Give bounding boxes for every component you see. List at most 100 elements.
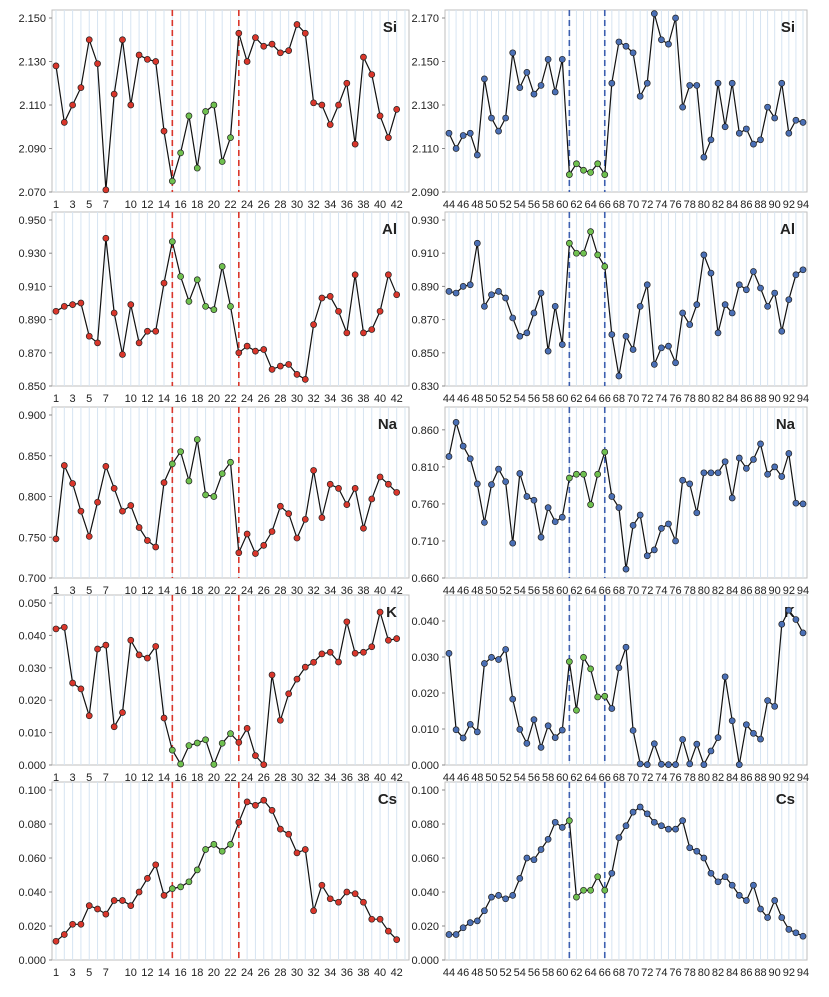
x-tick-label: 1 bbox=[53, 585, 59, 597]
data-point bbox=[160, 127, 168, 135]
x-tick-label: 74 bbox=[655, 393, 667, 405]
x-tick-label: 48 bbox=[471, 393, 483, 405]
x-tick-label: 34 bbox=[324, 585, 336, 597]
x-tick-label: 18 bbox=[191, 772, 203, 784]
x-tick-label: 16 bbox=[175, 199, 187, 211]
data-point bbox=[757, 735, 764, 743]
x-tick-label: 28 bbox=[274, 199, 286, 211]
x-tick-label: 18 bbox=[191, 967, 203, 979]
data-point bbox=[135, 651, 143, 659]
data-point bbox=[277, 825, 284, 833]
data-point bbox=[799, 266, 807, 274]
data-point bbox=[293, 21, 301, 28]
data-point bbox=[193, 866, 201, 874]
x-tick-label: 82 bbox=[712, 199, 724, 211]
data-point bbox=[452, 289, 460, 297]
data-point bbox=[700, 469, 708, 477]
x-tick-label: 14 bbox=[158, 967, 170, 979]
x-tick-label: 42 bbox=[391, 772, 403, 784]
data-point bbox=[185, 297, 193, 305]
x-tick-label: 80 bbox=[698, 585, 710, 597]
data-point bbox=[743, 897, 750, 904]
data-point bbox=[368, 326, 376, 333]
data-point bbox=[52, 937, 60, 945]
data-point bbox=[622, 643, 630, 651]
data-point bbox=[343, 888, 351, 896]
x-tick-label: 46 bbox=[457, 772, 469, 784]
x-tick-label: 20 bbox=[208, 393, 220, 405]
data-point bbox=[714, 329, 722, 337]
data-point bbox=[558, 824, 566, 831]
y-tick-label: 0.750 bbox=[18, 532, 46, 544]
x-tick-label: 68 bbox=[613, 967, 625, 979]
data-point bbox=[523, 493, 531, 500]
data-point bbox=[523, 329, 531, 337]
x-tick-label: 78 bbox=[684, 967, 696, 979]
data-point bbox=[52, 535, 60, 543]
data-point bbox=[537, 533, 545, 541]
data-point bbox=[277, 49, 284, 57]
x-tick-label: 58 bbox=[542, 585, 554, 597]
data-point bbox=[185, 878, 193, 886]
y-tick-label: 0.030 bbox=[18, 663, 46, 675]
data-point bbox=[60, 623, 68, 631]
data-point bbox=[393, 936, 401, 943]
data-point bbox=[318, 881, 326, 889]
x-tick-label: 32 bbox=[307, 199, 319, 211]
data-point bbox=[326, 480, 334, 488]
data-point bbox=[473, 239, 481, 247]
data-point bbox=[799, 119, 807, 126]
data-point bbox=[488, 893, 495, 901]
data-point bbox=[210, 306, 218, 313]
data-point bbox=[658, 760, 665, 768]
data-point bbox=[629, 522, 637, 529]
data-point bbox=[152, 643, 160, 650]
data-point bbox=[792, 271, 800, 279]
y-tick-label: 0.040 bbox=[18, 887, 46, 899]
x-tick-label: 44 bbox=[443, 393, 455, 405]
data-point bbox=[523, 69, 531, 76]
data-point bbox=[608, 869, 616, 877]
x-tick-label: 7 bbox=[103, 393, 109, 405]
y-tick-label: 0.010 bbox=[411, 724, 439, 736]
data-point bbox=[502, 646, 509, 653]
data-point bbox=[459, 283, 467, 290]
x-tick-label: 44 bbox=[443, 585, 455, 597]
x-tick-label: 84 bbox=[726, 393, 738, 405]
y-tick-label: 0.910 bbox=[18, 281, 46, 293]
data-point bbox=[60, 119, 68, 126]
x-tick-label: 22 bbox=[224, 393, 236, 405]
data-point bbox=[243, 342, 251, 350]
x-tick-label: 20 bbox=[208, 967, 220, 979]
x-tick-label: 64 bbox=[584, 772, 596, 784]
x-tick-label: 26 bbox=[258, 585, 270, 597]
x-tick-label: 1 bbox=[53, 393, 59, 405]
x-tick-label: 90 bbox=[769, 199, 781, 211]
y-tick-label: 0.030 bbox=[411, 652, 439, 664]
x-tick-label: 50 bbox=[485, 199, 497, 211]
data-point bbox=[376, 307, 384, 315]
data-point bbox=[466, 455, 474, 463]
data-point bbox=[530, 309, 538, 317]
x-tick-label: 34 bbox=[324, 393, 336, 405]
x-tick-label: 68 bbox=[613, 199, 625, 211]
x-tick-label: 40 bbox=[374, 967, 386, 979]
data-point bbox=[679, 817, 686, 824]
data-point bbox=[185, 112, 193, 120]
data-point bbox=[771, 463, 779, 471]
data-point bbox=[601, 263, 609, 270]
x-tick-label: 20 bbox=[208, 585, 220, 597]
data-point bbox=[693, 740, 701, 748]
x-tick-label: 64 bbox=[584, 393, 596, 405]
data-point bbox=[285, 690, 293, 698]
data-point bbox=[544, 504, 552, 511]
y-tick-label: 0.860 bbox=[411, 425, 439, 437]
data-point bbox=[168, 177, 176, 185]
x-tick-label: 24 bbox=[241, 772, 253, 784]
data-point bbox=[77, 299, 85, 307]
y-tick-label: 0.080 bbox=[18, 819, 46, 831]
data-point bbox=[658, 36, 665, 44]
data-point bbox=[218, 263, 226, 270]
data-point bbox=[537, 846, 545, 853]
data-point bbox=[210, 493, 218, 500]
